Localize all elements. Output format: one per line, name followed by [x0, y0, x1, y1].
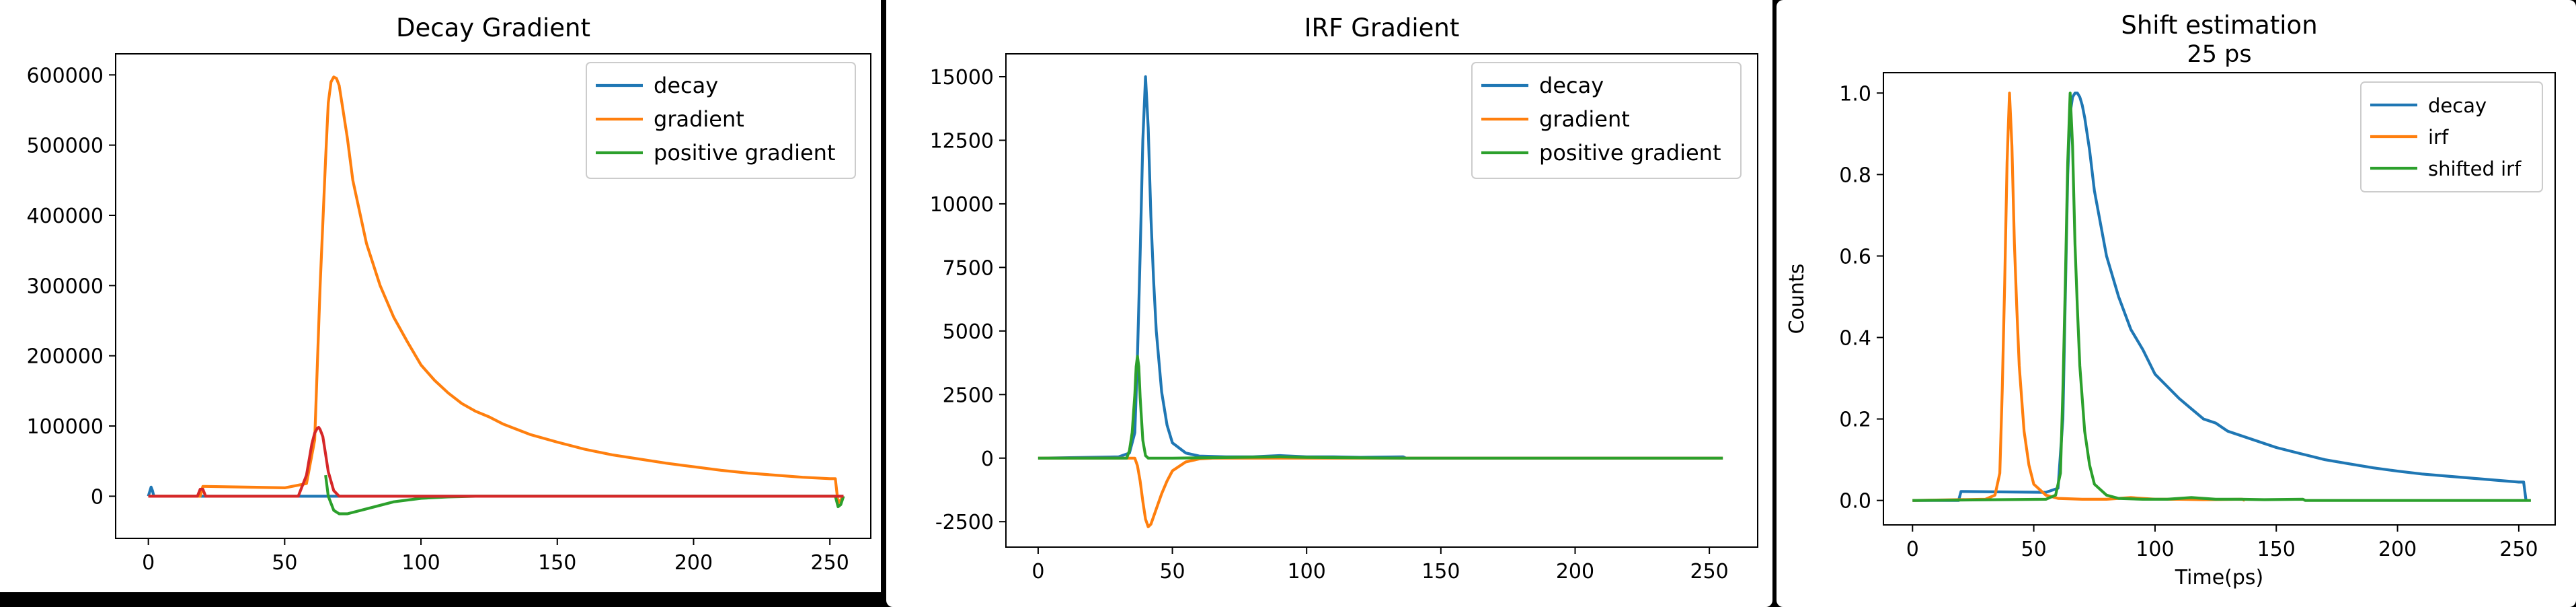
- y-tick-label: 0: [981, 448, 994, 471]
- legend-label-gradient: gradient: [654, 106, 744, 132]
- legend-label-positive-gradient: positive gradient: [1539, 140, 1721, 166]
- legend-label-decay: decay: [1539, 73, 1604, 98]
- y-tick-label: 0: [91, 485, 104, 509]
- x-tick-label: 0: [1031, 560, 1044, 583]
- legend-label-irf: irf: [2428, 126, 2449, 149]
- chart-subtitle: 25 ps: [2187, 41, 2251, 68]
- x-axis-label: Time(ps): [2175, 566, 2264, 590]
- legend-label-gradient: gradient: [1539, 106, 1630, 132]
- y-tick-label: 0.6: [1839, 245, 1871, 269]
- x-tick-label: 50: [272, 551, 297, 575]
- y-tick-label: -2500: [935, 511, 994, 534]
- x-tick-label: 100: [2136, 538, 2174, 561]
- x-tick-label: 100: [1288, 560, 1326, 583]
- y-tick-label: 600000: [26, 64, 104, 87]
- y-tick-label: 0.4: [1839, 327, 1871, 351]
- x-tick-label: 250: [1690, 560, 1728, 583]
- shift-estimation-panel: Shift estimation 25 ps 0 50 100 150 200 250 0.0 0…: [1777, 0, 2576, 607]
- x-tick-label: 150: [1421, 560, 1460, 583]
- decay-gradient-panel: Decay Gradient 0 50 100 150 200 250 0 100000 2000…: [0, 0, 881, 592]
- x-tick-label: 0: [142, 551, 155, 575]
- legend-box: [2360, 81, 2543, 192]
- chart-title: IRF Gradient: [1304, 13, 1460, 42]
- series-line-positive-gradient: [1038, 355, 1723, 460]
- y-tick-label: 15000: [930, 66, 994, 90]
- y-tick-label: 1.0: [1839, 82, 1871, 106]
- y-tick-label: 12500: [930, 129, 994, 153]
- legend-label-decay: decay: [654, 73, 718, 98]
- x-tick-label: 250: [2499, 538, 2538, 561]
- x-tick-label: 50: [2021, 538, 2047, 561]
- series-line-irf: [1912, 92, 2246, 502]
- legend-label-shifted-irf: shifted irf: [2428, 157, 2522, 180]
- chart-title: Shift estimation: [2121, 11, 2317, 40]
- plot-frame: [1005, 53, 1758, 548]
- series-line-unnamed-3: [148, 425, 844, 498]
- x-tick-label: 50: [1159, 560, 1185, 583]
- y-tick-label: 100000: [26, 415, 104, 439]
- series-line-shifted-irf: [1912, 92, 2531, 502]
- x-tick-label: 150: [2257, 538, 2296, 561]
- y-tick-label: 10000: [930, 193, 994, 217]
- series-line-positive-gradient: [324, 474, 845, 515]
- irf-gradient-chart: IRF Gradient 0 50 100 150 200 250 -2500 0 2500 500…: [930, 13, 1758, 583]
- plot-frame: [1883, 72, 2556, 526]
- y-tick-label: 0.2: [1839, 408, 1871, 432]
- y-tick-label: 500000: [26, 135, 104, 158]
- y-axis-label: Counts: [1785, 264, 1809, 334]
- y-tick-label: 300000: [26, 275, 104, 298]
- x-tick-label: 200: [1556, 560, 1594, 583]
- series-line-gradient: [1038, 456, 1723, 528]
- x-tick-label: 0: [1906, 538, 1919, 561]
- legend-label-decay: decay: [2428, 94, 2487, 117]
- series-line-gradient: [148, 75, 845, 505]
- legend-box: [1471, 62, 1742, 179]
- y-tick-label: 200000: [26, 345, 104, 369]
- y-tick-label: 0.0: [1839, 490, 1871, 513]
- decay-gradient-chart: Decay Gradient 0 50 100 150 200 250 0 100000 2000…: [26, 13, 871, 575]
- y-tick-label: 7500: [943, 256, 994, 280]
- x-tick-label: 200: [674, 551, 713, 575]
- plot-frame: [115, 53, 871, 539]
- x-tick-label: 250: [811, 551, 849, 575]
- x-tick-label: 100: [401, 551, 440, 575]
- x-tick-label: 150: [538, 551, 576, 575]
- x-tick-label: 200: [2378, 538, 2417, 561]
- legend-box: [586, 62, 856, 179]
- y-tick-label: 400000: [26, 205, 104, 228]
- legend-label-positive-gradient: positive gradient: [654, 140, 835, 166]
- y-tick-label: 5000: [943, 320, 994, 344]
- y-tick-label: 2500: [943, 384, 994, 407]
- irf-gradient-panel: IRF Gradient 0 50 100 150 200 250 -2500 0 2500 500…: [886, 0, 1772, 607]
- y-tick-label: 0.8: [1839, 164, 1871, 187]
- chart-title: Decay Gradient: [396, 13, 590, 42]
